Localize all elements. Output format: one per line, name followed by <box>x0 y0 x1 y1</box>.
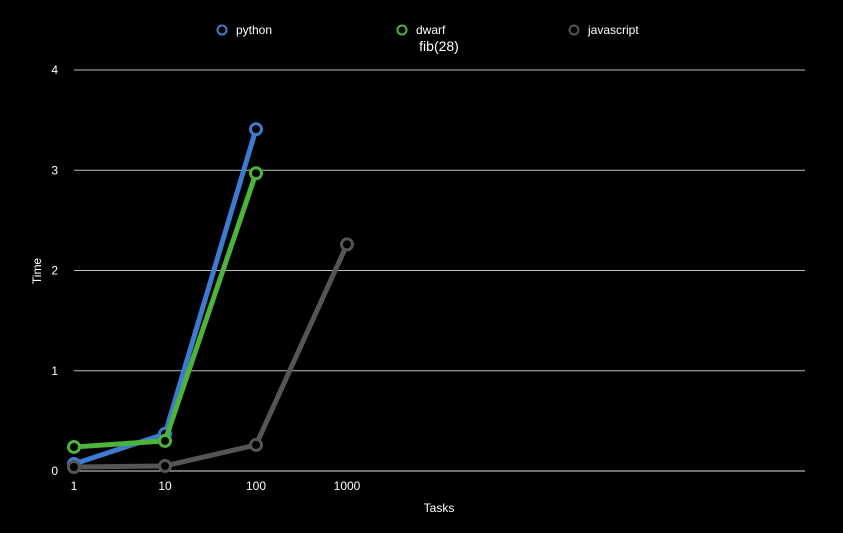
data-point <box>249 166 263 181</box>
data-point <box>158 458 172 473</box>
y-tick-label: 4 <box>51 63 58 77</box>
x-tick-label: 10 <box>158 479 172 493</box>
x-tick-label: 1 <box>71 479 78 493</box>
legend-item-python: python <box>216 23 272 37</box>
data-point <box>249 437 263 452</box>
y-tick-label: 1 <box>51 364 58 378</box>
gridlines <box>74 69 805 472</box>
y-tick-label: 3 <box>51 163 58 177</box>
data-point <box>158 433 172 448</box>
series-line <box>71 241 350 470</box>
data-point <box>67 439 81 454</box>
legend-item-javascript: javascript <box>568 23 639 37</box>
legend-label: javascript <box>587 23 639 37</box>
series-line <box>71 126 259 467</box>
legend-marker <box>568 24 580 36</box>
x-axis-title: Tasks <box>424 501 455 515</box>
data-point <box>67 459 81 474</box>
x-tick-label: 1000 <box>334 479 361 493</box>
data-point <box>340 237 354 252</box>
legend-item-dwarf: dwarf <box>396 23 446 37</box>
chart-title: fib(28) <box>419 38 459 54</box>
x-tick-label: 100 <box>246 479 266 493</box>
legend: python dwarf javascript <box>216 23 639 37</box>
legend-marker <box>396 24 408 36</box>
y-tick-label: 0 <box>51 464 58 478</box>
series-dwarf <box>67 166 263 454</box>
series-python <box>67 122 263 471</box>
data-point <box>249 122 263 137</box>
series-javascript <box>67 237 354 474</box>
legend-label: python <box>236 23 272 37</box>
legend-label: dwarf <box>416 23 446 37</box>
y-axis-title: Time <box>30 258 44 285</box>
series-lines <box>67 122 354 474</box>
legend-marker <box>216 24 228 36</box>
y-tick-label: 2 <box>51 264 58 278</box>
